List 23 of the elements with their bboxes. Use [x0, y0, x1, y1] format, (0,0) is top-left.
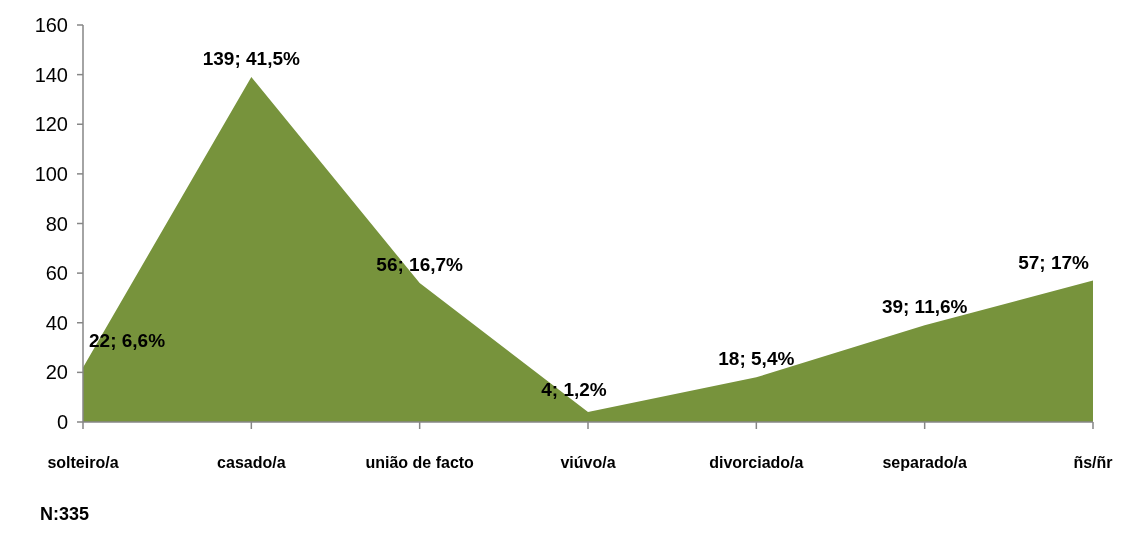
x-tick-label: casado/a	[217, 454, 286, 471]
x-tick-label: ñs/ñr	[1073, 454, 1113, 471]
y-tick-label: 100	[34, 162, 68, 185]
data-label: 39; 11,6%	[881, 296, 968, 318]
x-tick-label: divorciado/a	[709, 454, 804, 471]
data-label: 4; 1,2%	[541, 379, 607, 401]
x-tick-label: união de facto	[365, 454, 475, 471]
y-tick-label: 40	[45, 311, 68, 334]
y-tick-label: 120	[34, 113, 68, 136]
y-tick-label: 80	[45, 212, 68, 235]
y-tick-label: 60	[45, 262, 68, 285]
y-tick-label: 0	[56, 411, 68, 433]
data-label: 56; 16,7%	[376, 254, 464, 276]
data-label: 139; 41,5%	[202, 48, 301, 70]
y-tick-label: 160	[34, 14, 68, 36]
text: N:335	[40, 504, 90, 524]
y-tick-label: 140	[34, 63, 68, 86]
data-label: 57; 17%	[1018, 251, 1090, 273]
x-tick-label: viúvo/a	[560, 454, 616, 471]
data-label: 18; 5,4%	[718, 348, 795, 370]
x-tick-label: separado/a	[882, 454, 968, 471]
y-tick-label: 20	[45, 361, 68, 384]
x-tick-label: solteiro/a	[47, 454, 119, 471]
